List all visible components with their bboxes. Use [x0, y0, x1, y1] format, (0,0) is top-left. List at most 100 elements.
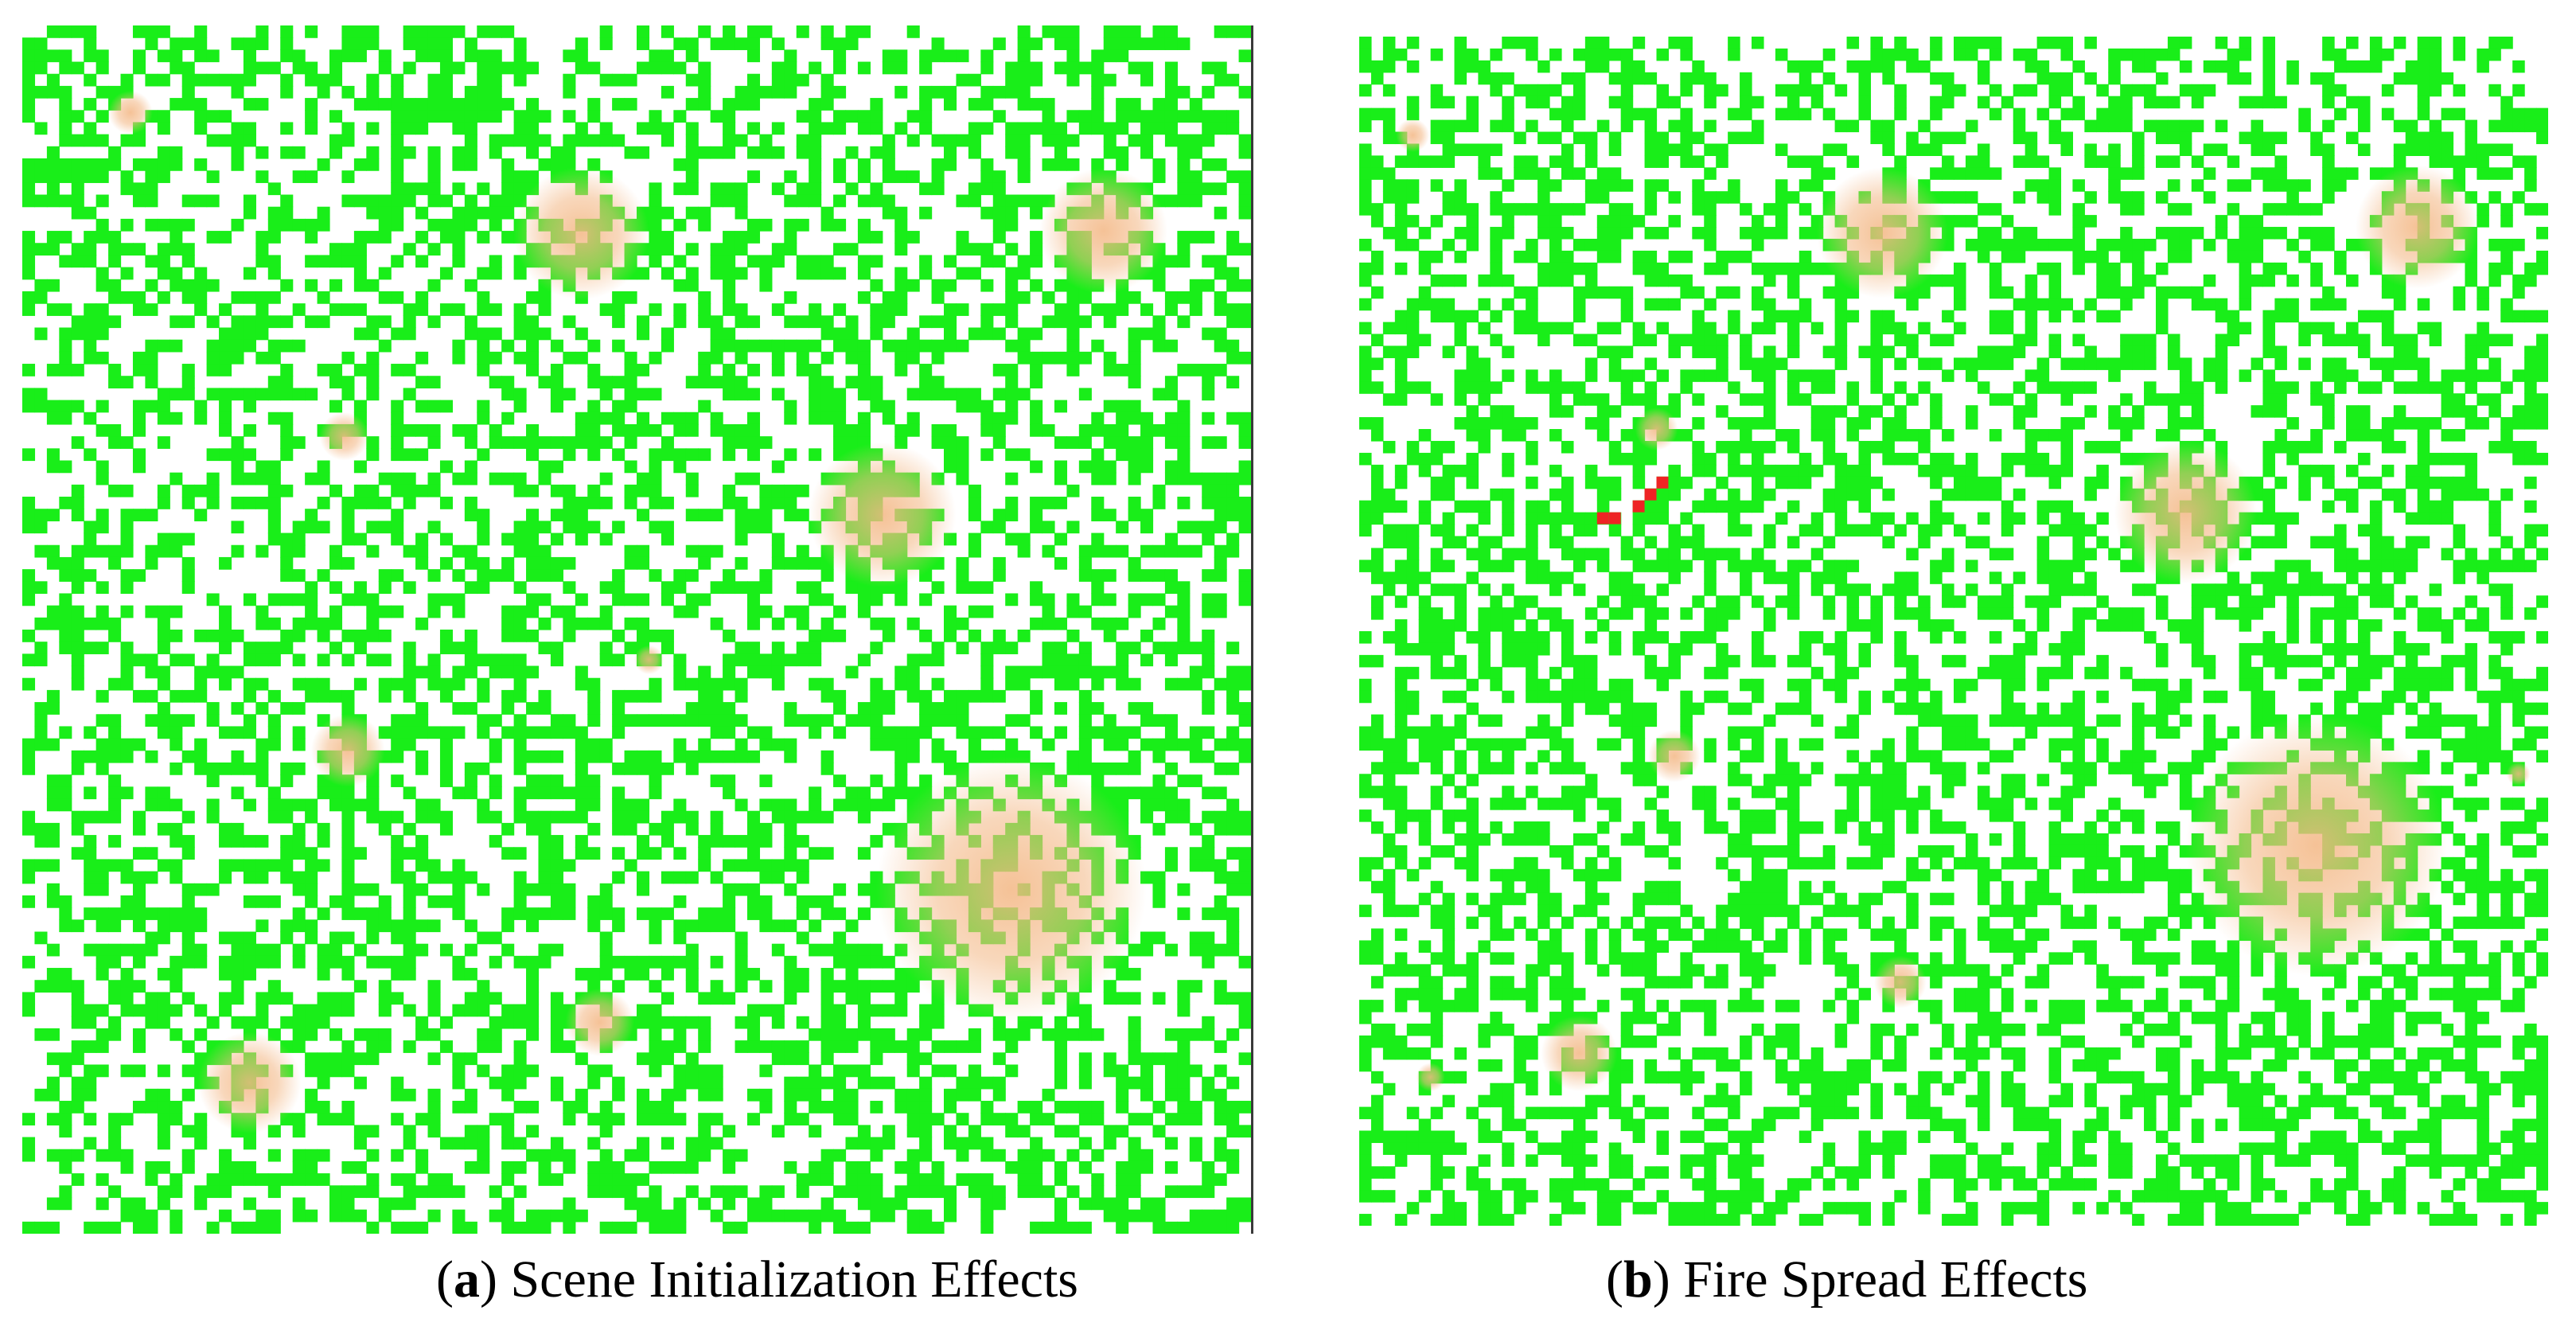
tree-cell: [1164, 605, 1178, 618]
tree-cell: [1091, 303, 1105, 316]
tree-cell: [980, 677, 994, 691]
tree-cell: [968, 497, 981, 509]
tree-cell: [1514, 84, 1526, 97]
tree-cell: [857, 218, 871, 232]
tree-cell: [477, 653, 490, 667]
tree-cell: [452, 255, 466, 268]
tree-cell: [1226, 689, 1240, 703]
tree-cell: [84, 1137, 97, 1150]
tree-cell: [1202, 472, 1215, 486]
tree-cell: [501, 726, 515, 739]
tree-cell: [108, 835, 122, 848]
tree-cell: [931, 1113, 945, 1125]
tree-cell: [1140, 810, 1154, 824]
tree-cell: [145, 1004, 158, 1017]
tree-cell: [1140, 134, 1154, 147]
tree-cell: [329, 484, 343, 497]
tree-cell: [906, 1113, 920, 1125]
tree-cell: [1572, 96, 1586, 109]
tree-cell: [366, 919, 380, 933]
tree-cell: [820, 1101, 834, 1114]
tree-cell: [489, 835, 502, 848]
tree-cell: [267, 895, 281, 908]
tree-cell: [1930, 107, 1943, 121]
tree-cell: [108, 423, 122, 437]
tree-cell: [1930, 72, 1943, 85]
tree-cell: [1128, 1028, 1141, 1041]
tree-cell: [108, 774, 122, 787]
tree-cell: [968, 122, 981, 135]
tree-cell: [809, 146, 822, 159]
tree-cell: [1787, 96, 1800, 109]
tree-cell: [587, 689, 601, 703]
tree-cell: [464, 146, 477, 159]
tree-cell: [599, 134, 613, 147]
tree-cell: [477, 569, 490, 582]
tree-cell: [1238, 472, 1251, 486]
tree-cell: [317, 786, 330, 800]
tree-cell: [366, 206, 380, 220]
tree-cell: [1177, 1185, 1191, 1199]
tree-cell: [2465, 119, 2477, 133]
tree-cell: [857, 1173, 871, 1186]
tree-cell: [1189, 1064, 1202, 1078]
tree-cell: [34, 617, 48, 630]
tree-cell: [1454, 119, 1467, 133]
tree-cell: [157, 1101, 170, 1114]
tree-cell: [108, 279, 122, 292]
tree-cell: [1930, 143, 1943, 156]
tree-cell: [1128, 364, 1141, 376]
tree-cell: [22, 497, 36, 509]
tree-cell: [206, 484, 220, 497]
tree-cell: [894, 339, 908, 353]
tree-cell: [170, 279, 183, 292]
tree-cell: [59, 1052, 72, 1066]
tree-cell: [931, 388, 945, 401]
tree-cell: [809, 810, 822, 824]
tree-cell: [1152, 98, 1166, 111]
tree-cell: [46, 544, 60, 558]
tree-cell: [219, 556, 232, 570]
tree-cell: [1005, 1040, 1019, 1053]
tree-cell: [723, 303, 736, 316]
tree-cell: [1466, 119, 1479, 133]
tree-cell: [698, 714, 711, 727]
tree-cell: [1177, 448, 1191, 462]
tree-cell: [305, 919, 318, 933]
tree-cell: [1128, 497, 1141, 509]
tree-cell: [784, 339, 797, 353]
tree-cell: [280, 544, 294, 558]
tree-cell: [931, 1173, 945, 1186]
tree-cell: [477, 182, 490, 196]
tree-cell: [2096, 107, 2109, 121]
tree-cell: [1116, 968, 1129, 981]
tree-cell: [685, 702, 699, 715]
tree-cell: [2262, 60, 2275, 73]
tree-cell: [882, 798, 895, 812]
tree-cell: [833, 883, 847, 896]
tree-cell: [477, 556, 490, 570]
tree-cell: [820, 1209, 834, 1223]
tree-cell: [489, 653, 502, 667]
tree-cell: [22, 750, 36, 763]
tree-cell: [685, 1160, 699, 1174]
tree-cell: [906, 653, 920, 667]
tree-cell: [341, 194, 355, 208]
tree-cell: [95, 714, 109, 727]
tree-cell: [673, 605, 687, 618]
tree-cell: [489, 1016, 502, 1029]
tree-cell: [231, 291, 244, 304]
tree-cell: [501, 556, 515, 570]
tree-cell: [255, 835, 269, 848]
tree-cell: [2500, 37, 2513, 49]
tree-cell: [857, 955, 871, 969]
tree-cell: [181, 61, 195, 75]
tree-cell: [809, 61, 822, 75]
tree-cell: [378, 1004, 392, 1017]
tree-cell: [415, 37, 429, 50]
tree-cell: [1017, 98, 1031, 111]
tree-cell: [723, 907, 736, 920]
tree-cell: [1078, 315, 1092, 329]
tree-cell: [1030, 689, 1043, 703]
tree-cell: [661, 134, 674, 147]
